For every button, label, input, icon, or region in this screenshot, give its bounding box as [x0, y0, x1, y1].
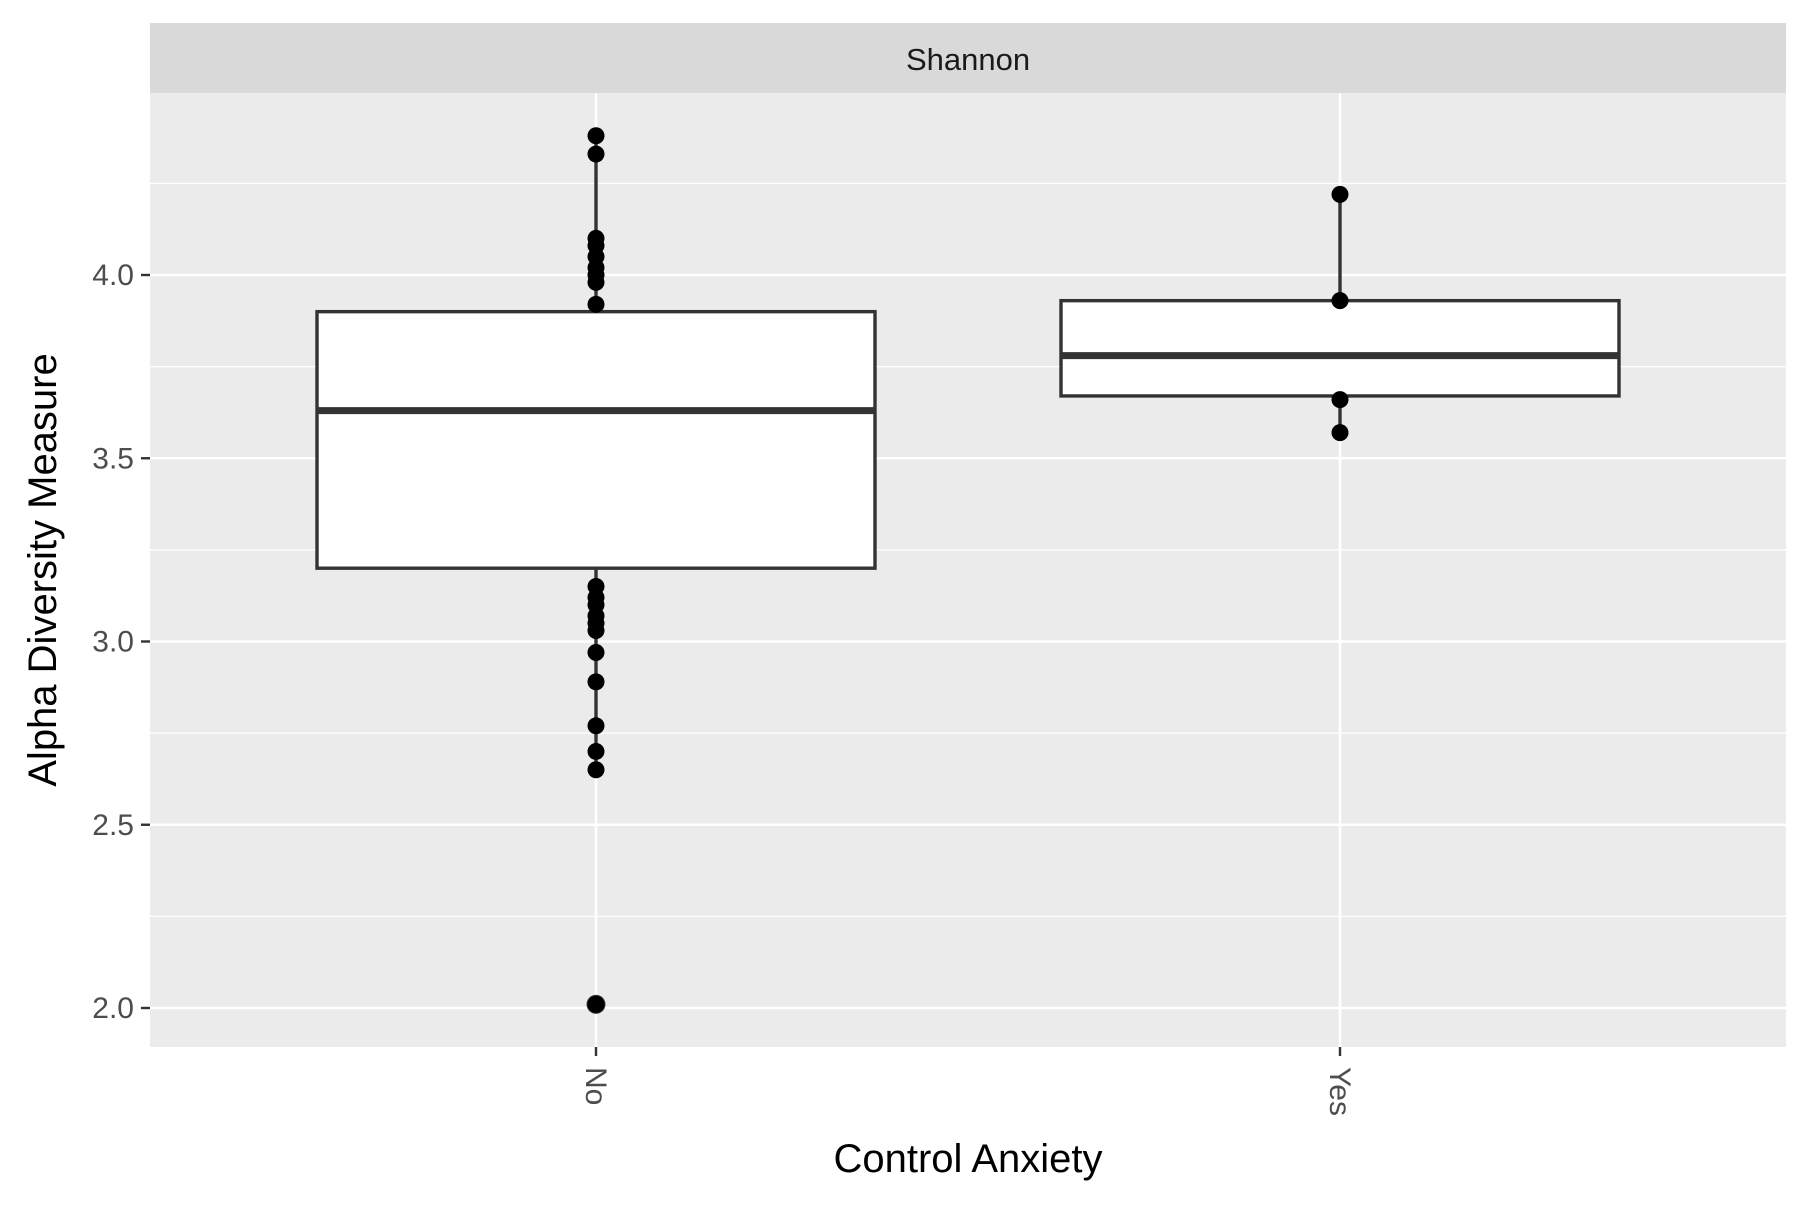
- plot-panel: [150, 93, 1786, 1047]
- data-point: [587, 295, 605, 313]
- data-point: [587, 717, 605, 735]
- x-tick-label: Yes: [1323, 1067, 1356, 1116]
- data-point: [587, 673, 605, 691]
- data-point: [1331, 185, 1349, 203]
- strip-background: [150, 23, 1786, 93]
- box-yes: [1059, 298, 1621, 398]
- data-point: [587, 273, 605, 291]
- data-point: [587, 742, 605, 760]
- data-point: [587, 145, 605, 163]
- data-point: [1331, 391, 1349, 409]
- y-axis-title: Alpha Diversity Measure: [21, 353, 65, 787]
- axes: 2.0 2.5 3.0 3.5 4.0 No Yes: [92, 259, 1356, 1116]
- y-tick-label: 4.0: [92, 259, 134, 292]
- x-axis-title: Control Anxiety: [833, 1137, 1102, 1181]
- data-points: [587, 127, 1349, 1013]
- y-tick-label: 3.0: [92, 626, 134, 659]
- data-point: [587, 622, 605, 640]
- x-tick-label: No: [579, 1067, 612, 1105]
- facet-strip-label: Shannon: [906, 42, 1030, 77]
- y-tick-label: 2.5: [92, 809, 134, 842]
- data-point: [1331, 292, 1349, 310]
- box-no: [315, 309, 877, 570]
- data-point: [587, 643, 605, 661]
- y-tick-label: 2.0: [92, 992, 134, 1025]
- data-point: [1331, 424, 1349, 442]
- data-point: [587, 995, 605, 1013]
- data-point: [587, 761, 605, 779]
- y-tick-label: 3.5: [92, 442, 134, 475]
- data-point: [587, 127, 605, 145]
